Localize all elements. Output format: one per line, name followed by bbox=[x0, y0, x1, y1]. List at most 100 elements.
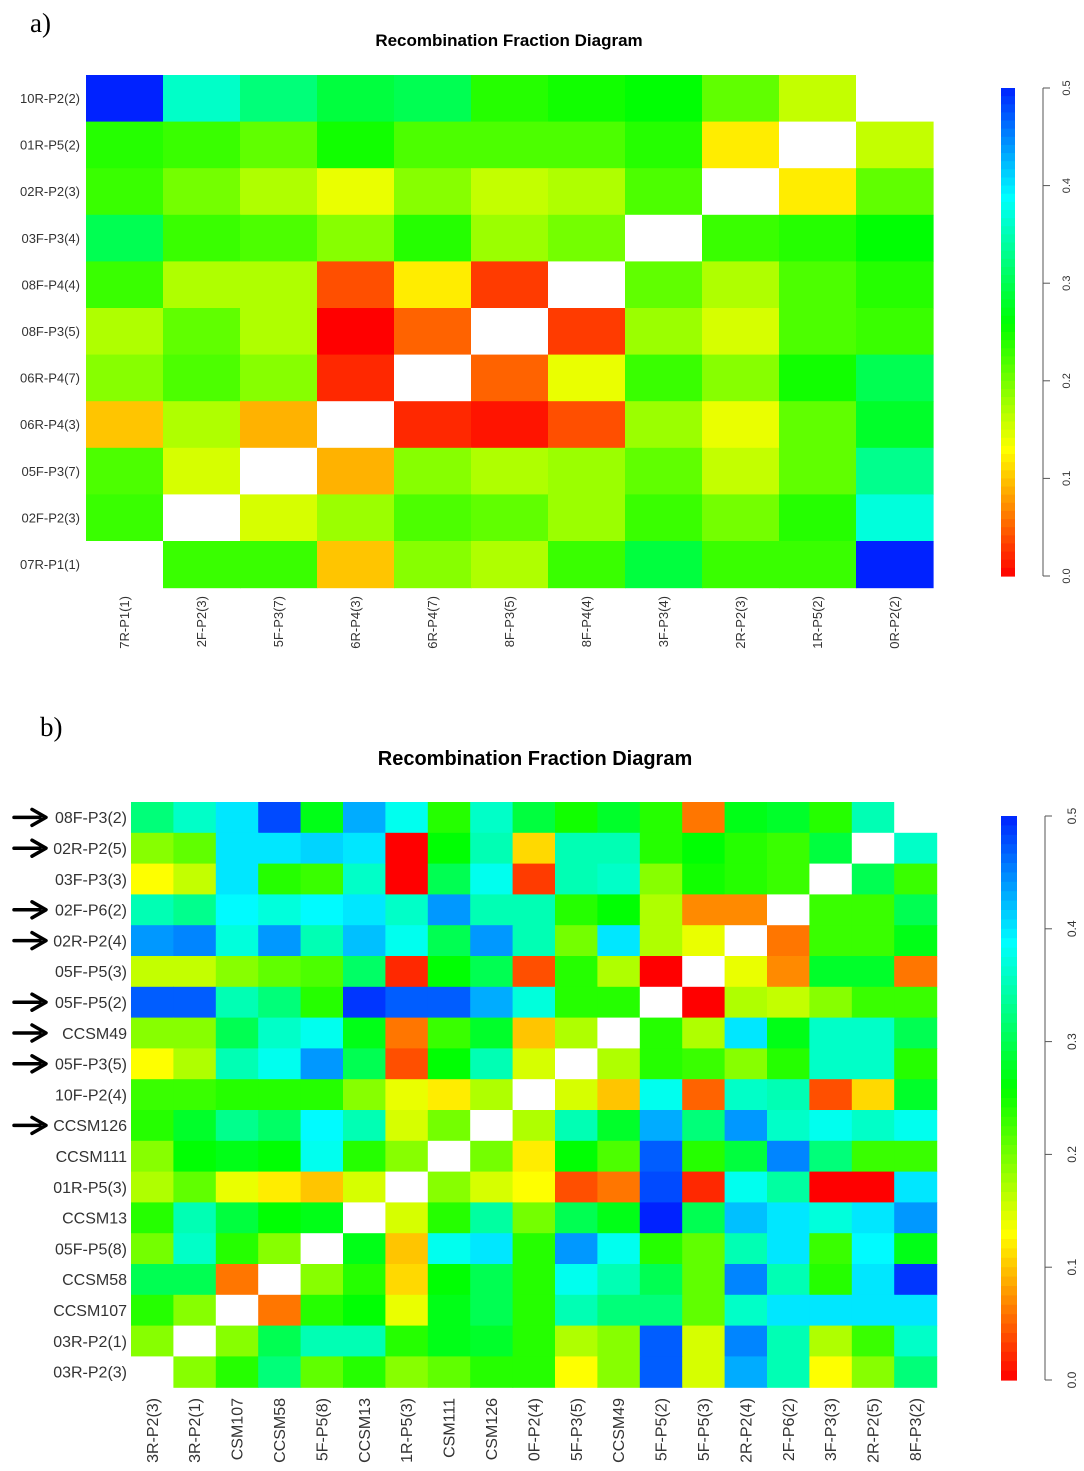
heatmap-cell bbox=[215, 1079, 259, 1111]
heatmap-cell bbox=[682, 1171, 726, 1203]
heatmap-cell bbox=[173, 863, 217, 895]
colorbar-segment bbox=[1001, 96, 1015, 105]
colorbar-segment bbox=[1001, 1013, 1017, 1024]
heatmap-cell bbox=[625, 261, 703, 309]
heatmap-cell bbox=[86, 401, 164, 449]
heatmap-cell bbox=[767, 863, 810, 895]
heatmap-cell bbox=[131, 832, 174, 865]
heatmap-cell bbox=[851, 1264, 895, 1296]
heatmap-cell bbox=[512, 802, 556, 834]
panel-b-letter: b) bbox=[40, 712, 63, 742]
heatmap-cell bbox=[809, 1294, 853, 1327]
column-label: CSM107 bbox=[230, 1398, 247, 1460]
heatmap-cell bbox=[856, 214, 934, 262]
column-label: 8F-P4(4) bbox=[579, 596, 594, 647]
heatmap-cell bbox=[427, 1079, 471, 1111]
heatmap-cell bbox=[343, 1048, 386, 1080]
heatmap-cell bbox=[724, 894, 768, 926]
heatmap-cell bbox=[555, 1110, 598, 1142]
heatmap-cell bbox=[470, 1079, 514, 1111]
heatmap-cell bbox=[385, 1079, 429, 1111]
heatmap-cell bbox=[639, 925, 683, 957]
heatmap-cell bbox=[215, 956, 259, 988]
heatmap-cell bbox=[702, 541, 780, 589]
column-label: 5F-P3(5) bbox=[569, 1398, 586, 1461]
colorbar-segment bbox=[1001, 502, 1015, 512]
row-label: CCSM13 bbox=[62, 1211, 127, 1228]
colorbar-segment bbox=[1001, 985, 1017, 996]
heatmap-cell bbox=[131, 1264, 174, 1296]
heatmap-cell bbox=[639, 1356, 683, 1388]
heatmap-cell bbox=[163, 541, 241, 589]
heatmap-cell bbox=[173, 802, 217, 834]
heatmap-cell bbox=[343, 1356, 386, 1388]
heatmap-cell bbox=[555, 986, 598, 1019]
row-label: 05F-P5(8) bbox=[55, 1241, 127, 1258]
heatmap-cell bbox=[471, 308, 549, 356]
heatmap-cell bbox=[215, 1140, 259, 1173]
heatmap-cell bbox=[173, 1171, 217, 1203]
heatmap-cell bbox=[215, 1110, 259, 1142]
colorbar-segment bbox=[1001, 120, 1015, 130]
panel-a-letter: a) bbox=[30, 8, 51, 38]
heatmap-cell bbox=[856, 401, 934, 449]
heatmap-cell bbox=[856, 168, 934, 216]
heatmap-cell bbox=[548, 75, 626, 123]
colorbar-segment bbox=[1001, 816, 1017, 826]
row-label: 03R-P2(3) bbox=[53, 1365, 127, 1382]
heatmap-cell bbox=[639, 1264, 683, 1296]
heatmap-cell bbox=[394, 401, 472, 449]
heatmap-cell bbox=[512, 863, 556, 895]
heatmap-cell bbox=[258, 1356, 302, 1388]
heatmap-cell bbox=[240, 121, 318, 169]
colorbar-segment bbox=[1001, 881, 1017, 892]
heatmap-cell bbox=[809, 986, 853, 1019]
heatmap-cell bbox=[548, 308, 626, 356]
heatmap-cell bbox=[639, 1294, 683, 1327]
colorbar-tick-label: 0.0 bbox=[1065, 1371, 1079, 1388]
heatmap-cell bbox=[86, 75, 164, 123]
heatmap-cell bbox=[625, 447, 703, 495]
colorbar-segment bbox=[1001, 88, 1015, 97]
column-label: 3F-P3(3) bbox=[823, 1398, 840, 1461]
colorbar-segment bbox=[1001, 348, 1015, 357]
heatmap-cell bbox=[215, 863, 259, 895]
colorbar-segment bbox=[1001, 1088, 1017, 1099]
heatmap-cell bbox=[258, 925, 302, 957]
heatmap-cell bbox=[343, 1079, 386, 1111]
heatmap-cell bbox=[809, 1325, 853, 1357]
row-label: 02R-P2(3) bbox=[20, 184, 80, 199]
heatmap-cell bbox=[343, 894, 386, 926]
heatmap-cell bbox=[343, 1325, 386, 1357]
heatmap-cell bbox=[702, 494, 780, 542]
colorbar-segment bbox=[1001, 454, 1015, 463]
colorbar-segment bbox=[1001, 1333, 1017, 1343]
heatmap-cell bbox=[215, 986, 259, 1019]
heatmap-cell bbox=[682, 925, 726, 957]
heatmap-cell bbox=[470, 986, 514, 1019]
heatmap-cell bbox=[682, 1233, 726, 1265]
heatmap-cell bbox=[163, 308, 241, 356]
heatmap-cell bbox=[173, 925, 217, 957]
heatmap-cell bbox=[131, 1048, 174, 1080]
heatmap-cell bbox=[385, 802, 429, 834]
column-label: 6R-P4(7) bbox=[425, 596, 440, 649]
colorbar-segment bbox=[1001, 1220, 1017, 1231]
colorbar-segment bbox=[1001, 938, 1017, 949]
column-label: 5F-P5(2) bbox=[654, 1398, 671, 1461]
column-label: 7R-P1(1) bbox=[117, 596, 132, 649]
heatmap-cell bbox=[300, 894, 344, 926]
heatmap-cell bbox=[597, 1233, 641, 1265]
heatmap-cell bbox=[856, 354, 934, 402]
colorbar-segment bbox=[1001, 1304, 1017, 1315]
heatmap-cell bbox=[470, 1294, 514, 1327]
heatmap-cell bbox=[724, 1325, 768, 1357]
heatmap-cell bbox=[300, 1264, 344, 1296]
heatmap-cell bbox=[809, 956, 853, 988]
heatmap-cell bbox=[809, 894, 853, 926]
heatmap-cell bbox=[300, 802, 344, 834]
heatmap-cell bbox=[240, 308, 318, 356]
colorbar-segment bbox=[1001, 1154, 1017, 1165]
heatmap-cell bbox=[258, 956, 302, 988]
heatmap-cell bbox=[385, 1171, 429, 1203]
